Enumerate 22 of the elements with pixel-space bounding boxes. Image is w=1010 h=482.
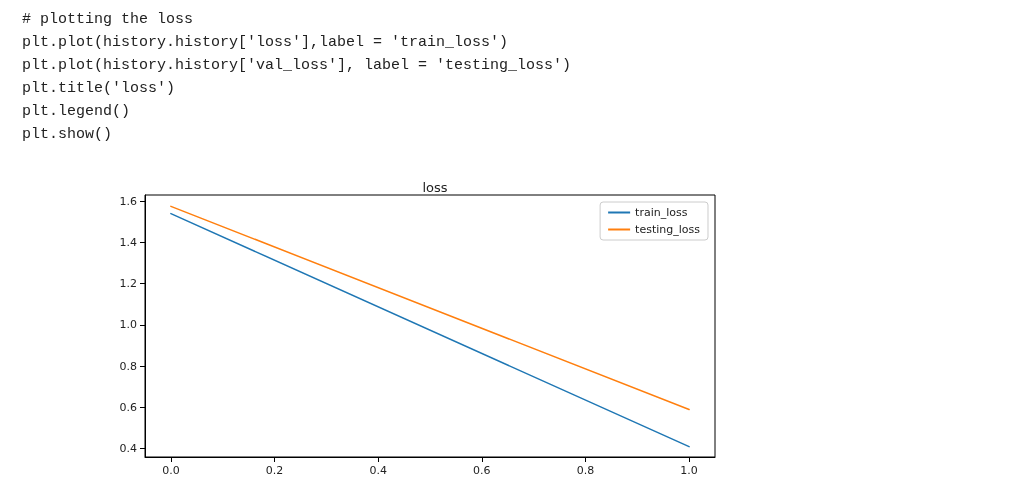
x-tick-label: 1.0 <box>680 464 698 477</box>
y-tick-label: 0.8 <box>119 359 137 373</box>
text: plt.title('loss') <box>22 80 176 97</box>
legend-label: train_loss <box>635 206 688 219</box>
text: plt.legend() <box>22 103 131 120</box>
y-tick-label: 1.4 <box>119 235 137 249</box>
text: # plotting the loss <box>22 11 194 28</box>
chart-title: loss <box>422 180 448 195</box>
text: plt.plot(history.history['val_loss'], label = 'testing_loss') <box>22 57 572 74</box>
text: plt.plot(history.history['loss'],label = 'train_loss') <box>22 34 509 51</box>
y-tick-label: 1.2 <box>119 277 137 291</box>
x-tick-label: 0.0 <box>162 464 180 477</box>
y-tick-label: 0.4 <box>119 442 137 456</box>
x-tick-label: 0.6 <box>473 464 491 477</box>
text: plt.show() <box>22 126 113 143</box>
x-tick-label: 0.2 <box>265 464 284 477</box>
y-tick-label: 0.6 <box>119 400 137 414</box>
legend-label: testing_loss <box>635 223 701 236</box>
x-tick-label: 0.4 <box>369 464 387 477</box>
x-tick-label: 0.8 <box>576 464 595 477</box>
y-tick-label: 1.6 <box>119 194 137 208</box>
y-tick-label: 1.0 <box>119 318 137 332</box>
